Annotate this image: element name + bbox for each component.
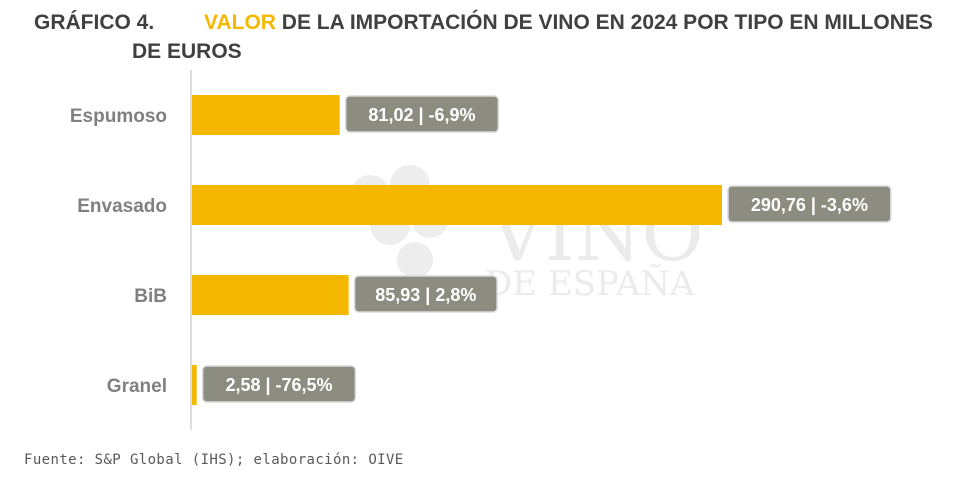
category-label: Espumoso [70,106,167,127]
category-label: Envasado [77,196,167,217]
chart-number: GRÁFICO 4. [34,11,155,34]
title-highlight: VALOR [204,11,276,34]
title-line2: DE EUROS [132,40,242,63]
watermark-line2: DE ESPAÑA [485,263,695,304]
category-label: Granel [107,376,167,397]
data-label-box [201,365,357,403]
data-label: 2,58 | -76,5% [225,375,332,395]
data-label-box [727,185,892,223]
category-label: BiB [134,286,167,307]
data-label: 290,76 | -3,6% [751,195,868,215]
chart-title: GRÁFICO 4. VALOR DE LA IMPORTACIÓN DE VIN… [34,8,944,66]
data-label-box [344,95,500,133]
bar [192,365,197,405]
data-label-box [353,275,498,313]
title-line1: DE LA IMPORTACIÓN DE VINO EN 2024 POR TI… [275,11,933,34]
source-note: Fuente: S&P Global (IHS); elaboración: O… [24,452,404,468]
data-label: 85,93 | 2,8% [375,285,476,305]
bar [192,185,722,225]
bar [192,275,349,315]
bar [192,95,340,135]
data-label: 81,02 | -6,9% [368,105,475,125]
bar-chart: Espumoso 81,02 | -6,9% Envasado 290,76 | -3… [70,70,892,430]
